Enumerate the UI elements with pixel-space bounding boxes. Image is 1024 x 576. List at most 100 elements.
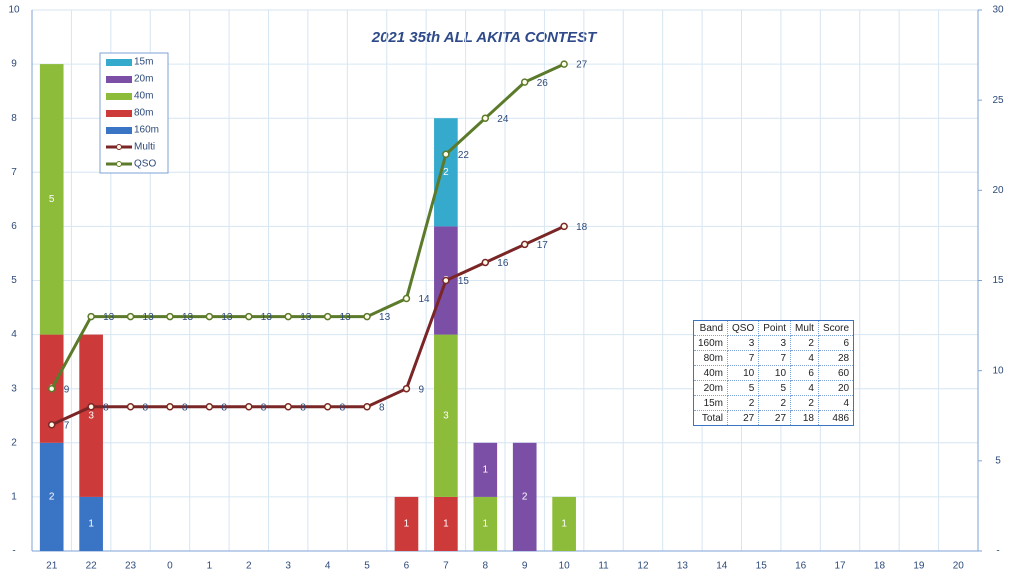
table-cell: 20m — [692, 380, 729, 396]
point-label: 16 — [497, 258, 509, 269]
legend-label: 15m — [134, 57, 153, 68]
table-cell: 7 — [758, 350, 792, 366]
table-cell: 2 — [758, 395, 792, 411]
point-label: 7 — [64, 420, 70, 431]
point-label: 15 — [458, 276, 470, 287]
table-cell: Point — [758, 320, 792, 336]
y2-tick-label: 20 — [992, 185, 1004, 196]
table-cell: Score — [817, 320, 855, 336]
y2-tick-label: - — [996, 546, 999, 557]
x-tick-label: 16 — [795, 561, 807, 572]
table-row: 40m 10 10 6 60 — [692, 365, 855, 381]
bar-segment — [394, 496, 419, 551]
point-label: 13 — [261, 312, 273, 323]
y-tick-label: 9 — [11, 59, 17, 70]
point-label: 13 — [340, 312, 352, 323]
line-marker — [284, 312, 292, 321]
x-tick-label: 17 — [834, 561, 846, 572]
line — [51, 225, 565, 427]
table-row: 80m 7 7 4 28 — [692, 350, 855, 366]
legend-label: Multi — [134, 142, 155, 153]
line-marker — [520, 78, 529, 86]
y-tick-label: - — [12, 546, 15, 557]
y-tick-label: 3 — [11, 383, 17, 394]
x-tick-label: 5 — [364, 561, 370, 572]
bar-label: 1 — [483, 464, 489, 475]
bar-label: 1 — [88, 519, 94, 530]
x-tick-label: 1 — [207, 561, 213, 572]
bar-segment — [473, 442, 498, 497]
table-cell: 4 — [790, 380, 819, 396]
line — [50, 62, 565, 390]
y2-tick-label: 10 — [992, 365, 1004, 376]
table-cell: 5 — [758, 380, 792, 396]
bar-segment — [434, 334, 458, 497]
line-marker — [205, 402, 214, 411]
point-label: 8 — [261, 402, 267, 413]
y-tick-label: 7 — [11, 167, 17, 178]
point-label: 14 — [418, 294, 430, 305]
line-marker — [481, 114, 490, 122]
point-label: 8 — [143, 402, 149, 413]
x-tick-label: 10 — [559, 561, 571, 572]
x-tick-label: 9 — [522, 561, 528, 572]
point-label: 8 — [300, 402, 306, 413]
legend-swatch — [106, 76, 132, 83]
y-tick-label: 10 — [8, 5, 20, 16]
x-tick-label: 15 — [756, 561, 768, 572]
line-marker — [166, 402, 174, 411]
table-cell: 2 — [727, 395, 760, 411]
legend-label: QSO — [134, 159, 156, 170]
table-cell: QSO — [727, 320, 760, 336]
x-tick-label: 0 — [167, 561, 173, 572]
bar-label: 1 — [561, 519, 567, 530]
table-cell: 10 — [727, 365, 760, 381]
x-tick-label: 20 — [953, 561, 965, 572]
line-marker — [520, 240, 529, 249]
table-row: 15m 2 2 2 4 — [692, 395, 855, 411]
x-tick-label: 14 — [716, 561, 728, 572]
line-marker — [560, 222, 568, 231]
line-marker — [284, 402, 292, 411]
table-cell: 18 — [790, 410, 819, 426]
bar-segment — [473, 496, 498, 551]
x-tick-label: 13 — [677, 561, 689, 572]
bar-segment — [552, 496, 576, 551]
table-row: 20m 5 5 4 20 — [692, 380, 855, 396]
line-marker — [126, 402, 135, 411]
point-label: 8 — [182, 402, 188, 413]
legend-marker — [116, 144, 122, 150]
table-cell: 40m — [692, 365, 729, 381]
y-tick-label: 2 — [11, 437, 17, 448]
table-cell: 4 — [790, 350, 819, 366]
table-row: Total 27 27 18 486 — [692, 410, 855, 426]
legend-label: 40m — [134, 91, 153, 102]
table-cell: 15m — [692, 395, 729, 411]
x-tick-label: 11 — [598, 561, 609, 572]
x-tick-label: 19 — [913, 561, 925, 572]
chart-title: 2021 35th ALL AKITA CONTEST — [371, 29, 598, 46]
bar-label: 1 — [483, 519, 489, 530]
point-label: 8 — [221, 402, 227, 413]
x-tick-label: 7 — [443, 561, 449, 572]
y-tick-label: 4 — [11, 329, 17, 340]
x-tick-label: 8 — [483, 561, 489, 572]
x-tick-label: 18 — [874, 561, 886, 572]
bar-segment — [39, 442, 64, 551]
point-label: 8 — [103, 402, 109, 413]
x-tick-label: 4 — [325, 561, 331, 572]
point-label: 26 — [537, 78, 549, 89]
table-cell: 60 — [817, 365, 855, 381]
y-tick-label: 6 — [11, 221, 17, 232]
table-cell: 28 — [817, 350, 855, 366]
table-cell: 27 — [727, 410, 760, 426]
table-cell: 80m — [692, 350, 729, 366]
table-cell: Total — [692, 410, 729, 426]
table-cell: 6 — [817, 335, 855, 351]
table-row: Band QSO Point Mult Score — [692, 320, 855, 336]
y-tick-label: 1 — [11, 492, 17, 503]
point-label: 22 — [458, 150, 470, 161]
point-label: 13 — [143, 312, 155, 323]
point-label: 13 — [379, 312, 391, 323]
line-marker — [442, 150, 450, 159]
